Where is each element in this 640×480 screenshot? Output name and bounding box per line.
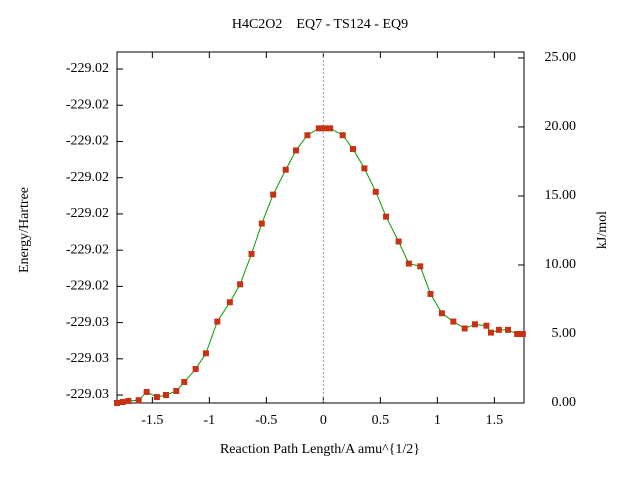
point: [237, 281, 244, 288]
point: [505, 326, 512, 333]
point: [153, 394, 160, 401]
point: [135, 397, 142, 404]
point: [405, 260, 412, 267]
point: [181, 379, 188, 386]
point: [114, 400, 120, 406]
point: [214, 318, 221, 325]
point: [395, 238, 402, 245]
point: [143, 388, 150, 395]
y2-tick-label: 15.00: [545, 188, 577, 203]
y-tick-label: -229.02: [66, 134, 109, 149]
x-tick-label: 0: [320, 413, 327, 428]
point: [292, 147, 299, 154]
y-tick-label: -229.03: [66, 315, 109, 330]
point: [119, 399, 126, 406]
point: [361, 165, 368, 172]
point: [270, 191, 277, 198]
point: [315, 125, 322, 132]
y-tick-label: -229.02: [66, 97, 109, 112]
y-tick-label: -229.02: [66, 279, 109, 294]
y-tick-label: -229.03: [66, 351, 109, 366]
point: [258, 220, 265, 227]
point: [514, 330, 521, 337]
point: [226, 299, 233, 306]
y-axis-label: Energy/Hartree: [17, 187, 32, 273]
y2-axis-label: kJ/mol: [595, 211, 610, 249]
point: [519, 330, 526, 337]
y2-tick-label: 10.00: [545, 257, 577, 272]
x-tick-label: -1.5: [141, 413, 163, 428]
point: [487, 329, 494, 336]
y2-tick-label: 20.00: [545, 119, 577, 134]
y-tick-label: -229.03: [66, 387, 109, 402]
y-tick-label: -229.02: [66, 170, 109, 185]
point: [192, 366, 199, 373]
point: [304, 132, 311, 139]
y-tick-label: -229.02: [66, 61, 109, 76]
x-tick-label: 1.5: [486, 413, 504, 428]
point: [483, 322, 490, 329]
point: [125, 397, 132, 404]
x-tick-label: 0.5: [372, 413, 390, 428]
y2-tick-label: 25.00: [545, 50, 577, 65]
x-tick-label: -0.5: [255, 413, 277, 428]
point: [202, 350, 209, 357]
y2-tick-label: 5.00: [552, 326, 577, 341]
point: [450, 318, 457, 325]
plot-frame: [116, 51, 525, 404]
y2-tick-label: 0.00: [552, 395, 577, 410]
point: [173, 387, 180, 394]
y-tick-label: -229.02: [66, 206, 109, 221]
point: [438, 310, 445, 317]
point: [495, 326, 502, 333]
point: [321, 125, 328, 132]
point: [383, 213, 390, 220]
point: [339, 132, 346, 139]
point: [372, 188, 379, 195]
point: [427, 290, 434, 297]
point: [461, 325, 468, 332]
point: [163, 391, 170, 398]
chart-title: H4C2O2 EQ7 - TS124 - EQ9: [232, 17, 408, 32]
point: [471, 321, 478, 328]
point: [282, 166, 289, 173]
x-tick-label: -1: [204, 413, 216, 428]
point: [248, 250, 255, 257]
curve: [116, 127, 523, 404]
y-tick-label: -229.02: [66, 242, 109, 257]
point: [349, 146, 356, 153]
x-tick-label: 1: [434, 413, 441, 428]
x-axis-label: Reaction Path Length/A amu^{1/2}: [220, 442, 420, 457]
point: [327, 125, 334, 132]
point: [417, 263, 424, 270]
